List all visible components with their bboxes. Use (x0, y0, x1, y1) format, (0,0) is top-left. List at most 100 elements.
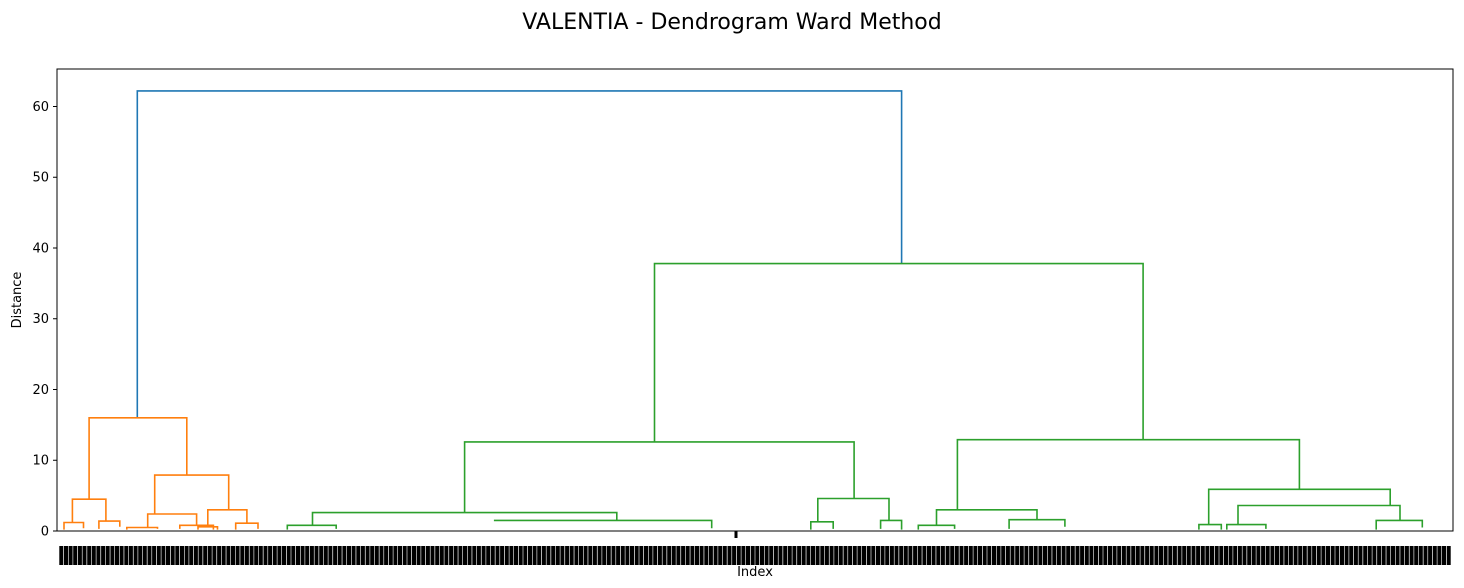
x-tick-mark (490, 546, 495, 565)
x-tick-mark (718, 546, 723, 565)
x-tick-mark (296, 546, 300, 565)
x-tick-mark (1321, 546, 1326, 565)
x-tick-mark (244, 546, 249, 565)
x-tick-mark (648, 546, 653, 565)
x-tick-mark (268, 546, 273, 565)
x-tick-mark (152, 546, 157, 565)
x-tick-mark (583, 546, 588, 565)
x-tick-mark (968, 546, 973, 565)
x-tick-mark (207, 546, 212, 565)
x-tick-mark (676, 546, 681, 565)
x-tick-mark (722, 546, 727, 565)
y-tick-label-30: 30 (32, 312, 49, 327)
x-tick-mark (1418, 546, 1423, 565)
dendrogram-link-22 (809, 520, 835, 530)
x-tick-mark (834, 546, 839, 565)
x-tick-mark (1288, 546, 1293, 565)
x-tick-mark (1409, 546, 1414, 565)
x-tick-mark (792, 546, 797, 565)
x-tick-mark (1094, 546, 1098, 565)
x-tick-mark (657, 546, 662, 565)
x-tick-mark (913, 546, 918, 565)
x-tick-mark (541, 546, 546, 565)
x-tick-mark (889, 546, 894, 565)
x-tick-mark (133, 546, 138, 565)
x-tick-mark (356, 546, 361, 565)
x-tick-mark (1135, 546, 1140, 565)
dendrogram-link-5 (153, 474, 230, 514)
x-tick-mark (1293, 546, 1298, 565)
x-tick-mark (258, 546, 263, 565)
y-tick-label-20: 20 (32, 383, 49, 398)
x-tick-mark (732, 546, 737, 565)
x-tick-mark (495, 546, 500, 565)
x-tick-mark (463, 546, 467, 565)
x-tick-mark (347, 546, 351, 565)
x-tick-mark (1191, 546, 1196, 565)
x-tick-mark (630, 546, 634, 565)
x-tick-mark (1186, 546, 1191, 565)
x-tick-mark (871, 546, 876, 565)
x-tick-mark (388, 546, 393, 565)
x-tick-mark (1172, 546, 1177, 565)
x-tick-mark (644, 546, 648, 565)
x-tick-mark (773, 546, 778, 565)
x-tick-mark (393, 546, 398, 565)
dendrogram-link-10 (935, 508, 1038, 526)
x-tick-mark (166, 546, 170, 565)
x-tick-mark (254, 546, 259, 565)
x-tick-mark (82, 546, 87, 565)
x-tick-mark (699, 546, 704, 565)
x-tick-mark (555, 546, 560, 565)
x-tick-mark (565, 546, 570, 565)
x-tick-mark (950, 546, 955, 565)
x-tick-mark (319, 546, 324, 565)
dendrogram-link-25 (1008, 518, 1066, 529)
x-tick-mark (1140, 546, 1145, 565)
x-tick-mark (398, 546, 402, 565)
dendrogram-link-7 (311, 511, 618, 526)
x-tick-mark (1404, 546, 1409, 565)
x-tick-mark (203, 546, 208, 565)
x-tick-mark (917, 546, 922, 565)
x-tick-mark (908, 546, 913, 565)
dendrogram-link-6 (71, 498, 107, 523)
x-tick-mark (476, 546, 481, 565)
x-tick-mark (1056, 546, 1061, 565)
x-tick-mark (407, 546, 412, 565)
y-tick-label-50: 50 (32, 171, 49, 186)
x-tick-mark (235, 546, 240, 565)
x-tick-mark (458, 546, 463, 565)
dendrogram-link-12 (1237, 504, 1401, 525)
x-tick-mark (940, 546, 945, 565)
x-tick-mark (277, 546, 282, 565)
x-tick-mark (996, 546, 1001, 565)
x-tick-mark (931, 546, 936, 565)
x-tick-mark (866, 546, 871, 565)
x-tick-mark (838, 546, 843, 565)
x-tick-mark (602, 546, 607, 565)
x-tick-mark (1029, 546, 1034, 565)
x-tick-mark (1446, 546, 1451, 565)
x-tick-mark (309, 546, 314, 565)
x-tick-mark (370, 546, 375, 565)
dendrogram-link-9 (816, 497, 890, 522)
x-tick-mark (667, 546, 672, 565)
x-tick-mark (337, 546, 342, 565)
x-tick-mark (1145, 546, 1150, 565)
x-tick-mark (77, 546, 82, 565)
x-axis-label: Index (737, 565, 773, 580)
x-tick-mark (161, 546, 166, 565)
x-tick-mark (1047, 546, 1052, 565)
x-tick-mark (1298, 546, 1303, 565)
dendrogram-link-14 (207, 508, 248, 527)
x-tick-mark (1428, 546, 1433, 565)
x-tick-mark (574, 546, 579, 565)
x-tick-mark (500, 546, 505, 565)
x-tick-mark (1381, 546, 1386, 565)
x-tick-mark (1121, 546, 1126, 565)
x-tick-mark (365, 546, 370, 565)
x-tick-mark (272, 546, 277, 565)
x-tick-mark (1265, 546, 1270, 565)
dendrogram-link-26 (1198, 523, 1223, 530)
